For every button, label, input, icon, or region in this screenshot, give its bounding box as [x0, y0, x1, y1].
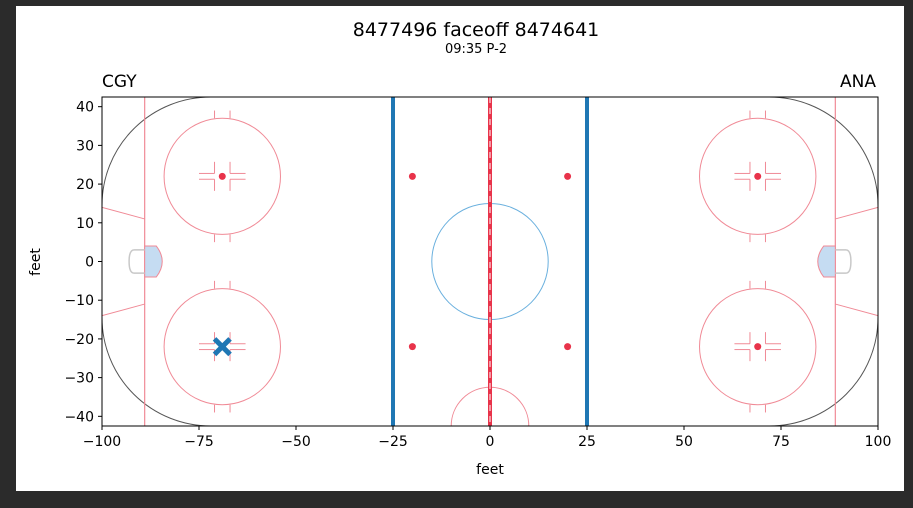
faceoff-circle: [699, 288, 817, 406]
y-tick-label: 40: [76, 100, 94, 116]
marker-stroke: [212, 337, 232, 357]
faceoff-dot: [754, 172, 762, 180]
crease-right: [817, 245, 836, 278]
neutral-zone-dot: [408, 172, 416, 180]
x-tick-label: −100: [83, 434, 121, 450]
trapezoid-line: [102, 303, 145, 317]
x-tick-label: 50: [675, 434, 693, 450]
y-axis: −40 −30 −20 −10 0 10 20 30 40: [64, 100, 102, 425]
y-tick-label: 30: [76, 138, 94, 154]
rink-markings: [102, 97, 878, 426]
x-axis: −100 −75 −50 −25 0 25 50 75 100: [83, 426, 892, 450]
x-tick-label: −50: [281, 434, 311, 450]
faceoff-circle: [163, 288, 281, 406]
faceoff-circle: [163, 117, 281, 235]
chart-subtitle: 09:35 P-2: [445, 42, 507, 57]
x-tick-label: −25: [378, 434, 408, 450]
y-tick-label: 0: [85, 255, 94, 271]
x-tick-label: −75: [184, 434, 214, 450]
y-tick-label: −10: [64, 293, 94, 309]
y-axis-label: feet: [28, 248, 44, 276]
trapezoid-line: [102, 206, 145, 220]
net-right: [835, 249, 852, 274]
net-left: [128, 249, 145, 274]
team-left-label: CGY: [102, 72, 137, 92]
chart: 8477496 faceoff 8474641 09:35 P-2 CGY AN…: [28, 19, 892, 478]
x-tick-label: 100: [865, 434, 892, 450]
data-points: [212, 337, 232, 357]
faceoff-dot: [218, 172, 226, 180]
x-tick-label: 25: [578, 434, 596, 450]
x-tick-label: 0: [486, 434, 495, 450]
trapezoid-line: [835, 303, 878, 317]
y-tick-label: −40: [64, 409, 94, 425]
neutral-zone-dot: [408, 343, 416, 351]
figure: 8477496 faceoff 8474641 09:35 P-2 CGY AN…: [16, 6, 904, 491]
neutral-zone-dot: [564, 172, 572, 180]
y-tick-label: −20: [64, 332, 94, 348]
boards: [102, 97, 878, 426]
x-axis-label: feet: [476, 462, 504, 478]
neutral-zone-dot: [564, 343, 572, 351]
y-tick-label: −30: [64, 371, 94, 387]
crease-left: [144, 245, 163, 278]
faceoff-location-marker: [212, 337, 232, 357]
rink: [102, 97, 878, 426]
faceoff-circle: [699, 117, 817, 235]
faceoff-dot: [754, 343, 762, 351]
y-tick-label: 20: [76, 177, 94, 193]
bottom-bar: [0, 491, 913, 508]
y-tick-label: 10: [76, 216, 94, 232]
chart-title: 8477496 faceoff 8474641: [353, 19, 600, 41]
x-tick-label: 75: [772, 434, 790, 450]
team-right-label: ANA: [840, 72, 876, 92]
trapezoid-line: [835, 206, 878, 220]
